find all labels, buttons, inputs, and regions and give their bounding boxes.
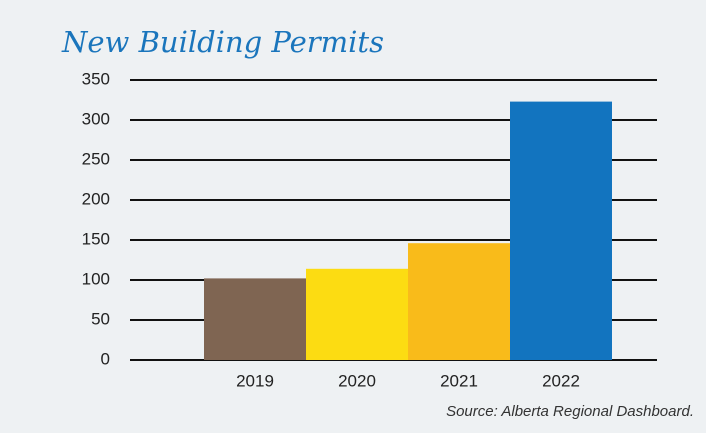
source-note: Source: Alberta Regional Dashboard.	[446, 403, 694, 420]
bar	[408, 243, 510, 360]
y-tick-label: 250	[82, 149, 110, 168]
y-tick-label: 300	[82, 109, 110, 128]
x-tick-label: 2021	[440, 371, 478, 390]
x-tick-label: 2022	[542, 371, 580, 390]
x-tick-label: 2019	[236, 371, 274, 390]
bar	[510, 101, 612, 360]
x-tick-label: 2020	[338, 371, 376, 390]
bar	[306, 268, 408, 360]
y-tick-label: 150	[82, 229, 110, 248]
y-tick-label: 200	[82, 189, 110, 208]
chart-title: New Building Permits	[61, 25, 384, 59]
bar	[204, 278, 306, 360]
y-tick-label: 50	[91, 309, 110, 328]
y-tick-label: 350	[82, 69, 110, 88]
y-tick-label: 0	[101, 349, 110, 368]
y-tick-label: 100	[82, 269, 110, 288]
